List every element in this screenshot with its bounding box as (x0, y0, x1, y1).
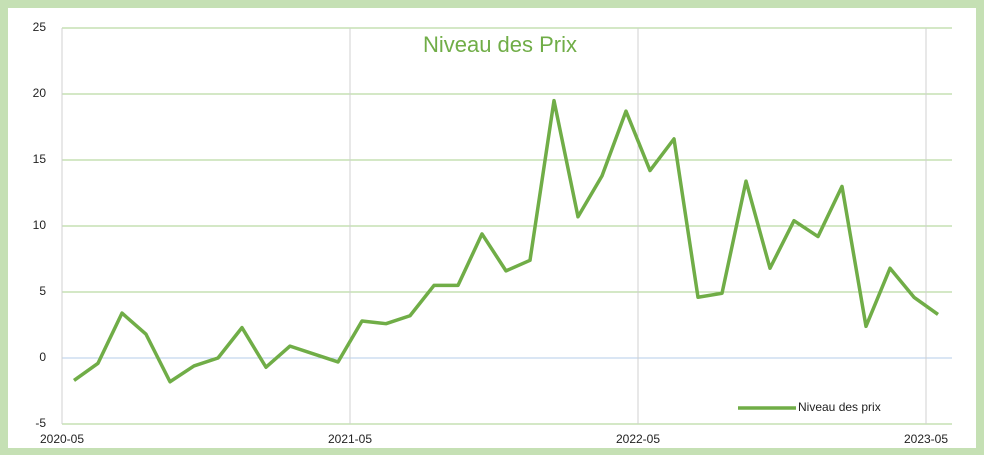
x-tick-label: 2023-05 (904, 432, 948, 446)
y-tick-label: 20 (33, 86, 47, 100)
chart-title: Niveau des Prix (423, 32, 577, 57)
legend-label: Niveau des prix (798, 400, 881, 414)
y-tick-label: 5 (39, 284, 46, 298)
x-tick-label: 2020-05 (40, 432, 84, 446)
y-tick-label: 10 (33, 218, 47, 232)
x-tick-label: 2021-05 (328, 432, 372, 446)
chart-area (8, 8, 976, 448)
y-tick-label: 0 (39, 350, 46, 364)
y-tick-label: -5 (35, 416, 46, 430)
y-tick-label: 25 (33, 20, 47, 34)
y-tick-label: 15 (33, 152, 47, 166)
x-tick-label: 2022-05 (616, 432, 660, 446)
line (72, 98, 940, 384)
